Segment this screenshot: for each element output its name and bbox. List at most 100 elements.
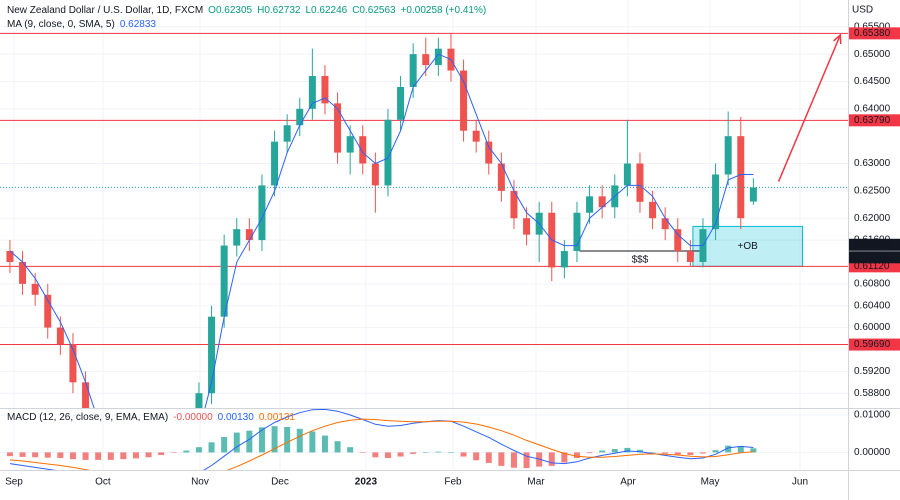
candle-body: [409, 54, 417, 87]
candle-body: [271, 141, 279, 186]
ma-name: MA (9, close, 0, SMA, 5): [7, 19, 115, 30]
macd-value: 0.00130: [217, 412, 254, 423]
macd-hist-bar: [662, 452, 669, 454]
candle-body: [523, 218, 531, 235]
candle-body: [686, 251, 694, 262]
candle-body: [69, 344, 77, 383]
x-tick-label: Feb: [444, 477, 462, 488]
macd-hist-bar: [485, 452, 492, 463]
macd-hist-bar: [195, 447, 202, 453]
candle-body: [195, 393, 203, 408]
macd-hist-bar: [158, 452, 165, 456]
candle-body: [56, 327, 64, 345]
price-tag: [849, 260, 900, 273]
x-tick-label: Jun: [792, 477, 808, 488]
macd-hist-bar: [183, 450, 190, 453]
ohlc-item: L0.62246: [305, 5, 348, 16]
candle-body: [308, 76, 316, 109]
macd-hist-bar: [271, 426, 278, 453]
macd-line: [9, 409, 754, 470]
candle-body: [233, 229, 241, 246]
candle-body: [95, 426, 102, 448]
macd-hist-bar: [258, 427, 265, 453]
y-tick-label: 0.62000: [854, 213, 891, 224]
macd-hist-bar: [284, 426, 291, 453]
macd-hist-bar: [107, 452, 114, 460]
macd-hist-bar: [233, 432, 240, 453]
price-tag: [849, 27, 900, 40]
x-tick-label: Dec: [271, 477, 289, 488]
macd-hist-bar: [498, 452, 505, 466]
candle-body: [724, 136, 732, 175]
macd-hist-bar: [69, 452, 76, 460]
macd-hist-bar: [19, 452, 26, 457]
candle-body: [359, 136, 367, 164]
ma-line: [9, 53, 754, 408]
signal-line: [9, 418, 754, 470]
macd-hist-bar: [624, 447, 631, 453]
candle-body: [245, 229, 253, 241]
candle-body: [183, 437, 190, 459]
hist-value: -0.00000: [173, 412, 213, 423]
candle-body: [19, 261, 27, 284]
candle-body: [573, 212, 581, 252]
y-tick-label: 0.64500: [854, 76, 891, 87]
price-tag-label: 0.61400: [854, 239, 891, 250]
candle-body: [283, 125, 291, 142]
macd-hist-bar: [510, 452, 517, 468]
y-tick-label: 0.60800: [854, 278, 891, 289]
candle-body: [384, 119, 392, 186]
macd-hist-bar: [599, 450, 606, 453]
macd-hist-bar: [561, 452, 568, 463]
candle-body: [334, 103, 342, 153]
macd-pane: [6, 409, 757, 470]
candle-body: [132, 492, 139, 500]
price-tag-label: 0.63790: [854, 115, 891, 126]
x-tick-label: Oct: [95, 477, 111, 488]
macd-hist-bar: [208, 442, 215, 453]
candle-body: [737, 136, 745, 219]
candle-body: [598, 196, 606, 208]
candle-body: [346, 136, 354, 153]
x-tick-label: Mar: [527, 477, 545, 488]
candle-body: [712, 174, 720, 230]
macd-hist-bar: [347, 447, 354, 453]
macd-legend: MACD (12, 26, close, 9, EMA, EMA) -0.0000…: [7, 412, 300, 423]
macd-hist-bar: [523, 452, 530, 469]
macd-hist-bar: [57, 452, 64, 459]
y-tick-label: 0.63000: [854, 158, 891, 169]
macd-hist-bar: [435, 451, 442, 453]
macd-hist-bar: [170, 452, 177, 453]
liquidity-label: $$$: [632, 255, 649, 266]
macd-hist-bar: [460, 452, 467, 457]
macd-hist-bar: [699, 452, 706, 454]
currency: USD: [852, 5, 873, 16]
candle-body: [510, 190, 518, 219]
macd-hist-bar: [82, 452, 89, 460]
ohlc-item: C0.62563: [352, 5, 396, 16]
macd-hist-bar: [548, 452, 555, 466]
y-tick-label: 0.64000: [854, 103, 891, 114]
ma-legend: MA (9, close, 0, SMA, 5) 0.62833: [7, 19, 161, 30]
price-tag-label: 0.61120: [854, 261, 890, 272]
ohlc-item: H0.62732: [257, 5, 301, 16]
macd-hist-bar: [44, 452, 51, 458]
candle-body: [170, 459, 177, 481]
arrow: [777, 34, 842, 182]
macd-hist-bar: [221, 437, 228, 453]
price-tag: [849, 251, 900, 264]
x-tick-label: Nov: [191, 477, 209, 488]
candle-body: [422, 54, 430, 66]
macd-hist-bar: [372, 452, 379, 458]
macd-hist-bar: [321, 435, 328, 453]
candle-body: [472, 130, 480, 142]
y-tick-label: 0.60400: [854, 300, 891, 311]
candle-body: [82, 382, 90, 408]
candle-body: [497, 163, 505, 191]
macd-hist-bar: [120, 452, 127, 460]
macd-hist-bar: [737, 446, 744, 453]
candle-body: [485, 141, 493, 164]
ohlc: O0.62305 H0.62732 L0.62246 C0.62563 +0.00258…: [208, 5, 491, 16]
